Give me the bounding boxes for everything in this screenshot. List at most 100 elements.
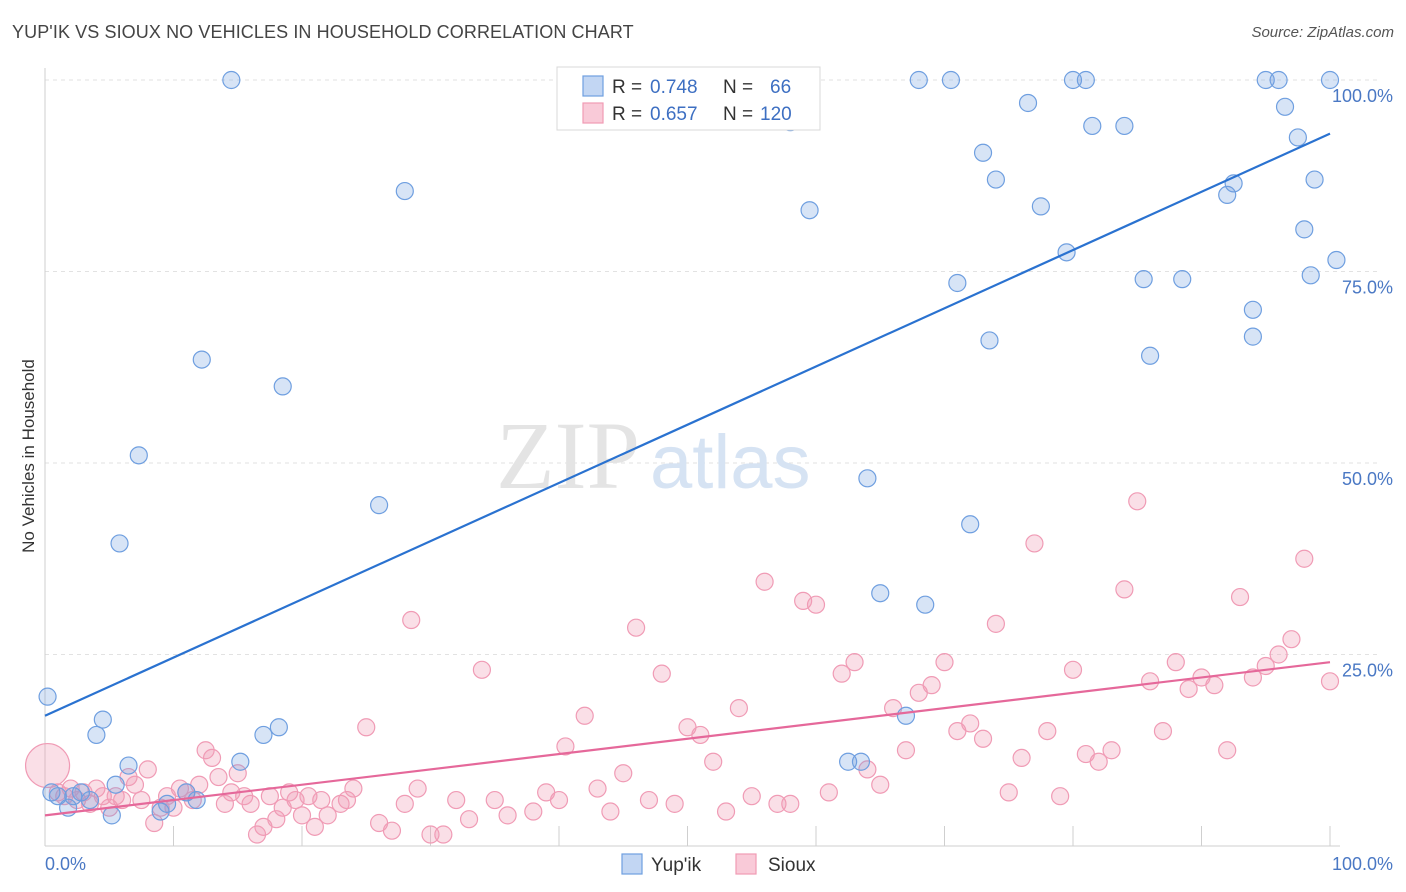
yupik-point: [222, 70, 241, 90]
yupik-point: [106, 775, 125, 794]
yupik-n-label: N =: [723, 77, 753, 98]
sioux-point: [1205, 676, 1224, 695]
sioux-trend-line: [44, 661, 1331, 817]
yupik-point: [1305, 170, 1324, 189]
watermark-zip: ZIP: [496, 402, 640, 509]
yupik-point: [896, 706, 916, 725]
sioux-point: [999, 783, 1018, 802]
sioux-point: [1140, 672, 1160, 691]
yupik-point: [1173, 270, 1192, 289]
yupik-point: [177, 783, 196, 802]
yupik-point: [961, 515, 980, 534]
sioux-point: [575, 706, 594, 725]
yupik-point: [87, 725, 106, 745]
yupik-point: [1295, 220, 1314, 239]
sioux-point: [498, 806, 517, 825]
sioux-point: [1153, 721, 1173, 741]
series-legend: Yup'ik Sioux: [621, 853, 816, 876]
yupik-point: [858, 469, 877, 488]
yupik-point: [1031, 197, 1050, 216]
sioux-point: [601, 802, 620, 821]
sioux-point: [241, 794, 260, 813]
yupik-point: [1083, 116, 1102, 136]
sioux-point: [1320, 672, 1340, 691]
sioux-n-value: 120: [760, 104, 792, 125]
yupik-point: [871, 584, 890, 603]
sioux-point: [459, 810, 479, 829]
sioux-point: [1025, 534, 1044, 553]
sioux-point: [819, 783, 838, 802]
sioux-point: [24, 742, 71, 789]
sioux-point: [434, 825, 453, 844]
sioux-point: [549, 790, 569, 810]
sioux-point: [556, 737, 575, 756]
yupik-point: [129, 446, 148, 465]
sioux-point: [755, 572, 774, 591]
sioux-point: [1243, 668, 1263, 687]
legend-yupik-swatch: [621, 853, 643, 875]
sioux-point: [267, 810, 286, 829]
legend-sioux-label: Sioux: [768, 855, 816, 876]
sioux-point: [125, 775, 145, 794]
axes: [44, 68, 1340, 847]
sioux-point: [202, 748, 222, 768]
sioux-point: [806, 595, 826, 614]
y-tick-label: 25.0%: [1342, 661, 1393, 681]
sioux-point: [1282, 630, 1301, 649]
sioux-point: [871, 775, 890, 794]
sioux-point: [1295, 549, 1314, 568]
sioux-point: [145, 813, 164, 833]
yupik-point: [1076, 70, 1095, 90]
y-tick-label: 50.0%: [1342, 469, 1393, 489]
tick-labels: 25.0% 50.0% 75.0% 100.0% 0.0% 100.0%: [45, 86, 1393, 874]
yupik-point: [1288, 128, 1307, 147]
sioux-point: [614, 764, 633, 783]
yupik-point: [273, 377, 292, 396]
yupik-point: [909, 70, 928, 90]
sioux-point: [344, 779, 363, 798]
yupik-point: [1320, 70, 1340, 90]
sioux-point: [1179, 679, 1198, 699]
yupik-point: [110, 534, 129, 553]
yupik-point: [948, 273, 967, 293]
sioux-point: [832, 664, 851, 683]
yupik-point: [1301, 266, 1320, 285]
sioux-point: [768, 794, 787, 813]
sioux-point: [524, 802, 543, 821]
yupik-swatch: [582, 75, 604, 97]
y-tick-label: 100.0%: [1332, 86, 1393, 106]
yupik-r-label: R =: [612, 77, 642, 98]
yupik-point: [800, 201, 819, 220]
sioux-point: [209, 767, 228, 787]
yupik-r-value: 0.748: [650, 77, 698, 98]
sioux-point: [1012, 748, 1031, 768]
yupik-point: [38, 687, 57, 706]
sioux-point: [421, 825, 440, 844]
sioux-point: [704, 752, 723, 771]
yupik-point: [1063, 70, 1083, 90]
sioux-point: [1051, 787, 1070, 806]
yupik-point: [157, 794, 177, 813]
sioux-n-label: N =: [723, 104, 753, 125]
x-tick-label: 100.0%: [1332, 854, 1393, 874]
sioux-point: [408, 779, 427, 798]
yupik-point: [1256, 70, 1275, 90]
yupik-point: [1140, 346, 1160, 365]
yupik-point: [102, 806, 121, 825]
sioux-r-value: 0.657: [650, 104, 698, 125]
yupik-point: [231, 752, 250, 771]
sioux-point: [312, 790, 331, 810]
sioux-point: [781, 794, 800, 813]
yupik-point: [269, 718, 288, 737]
sioux-point: [337, 790, 357, 810]
sioux-point: [845, 653, 864, 672]
sioux-r-label: R =: [612, 104, 642, 125]
sioux-point: [292, 806, 312, 825]
y-axis-label: No Vehicles in Household: [19, 359, 38, 553]
source-credit: Source: ZipAtlas.com: [1251, 24, 1394, 41]
yupik-point: [187, 790, 206, 810]
yupik-point: [1134, 270, 1153, 289]
sioux-point: [305, 817, 324, 836]
sioux-point: [138, 760, 157, 779]
